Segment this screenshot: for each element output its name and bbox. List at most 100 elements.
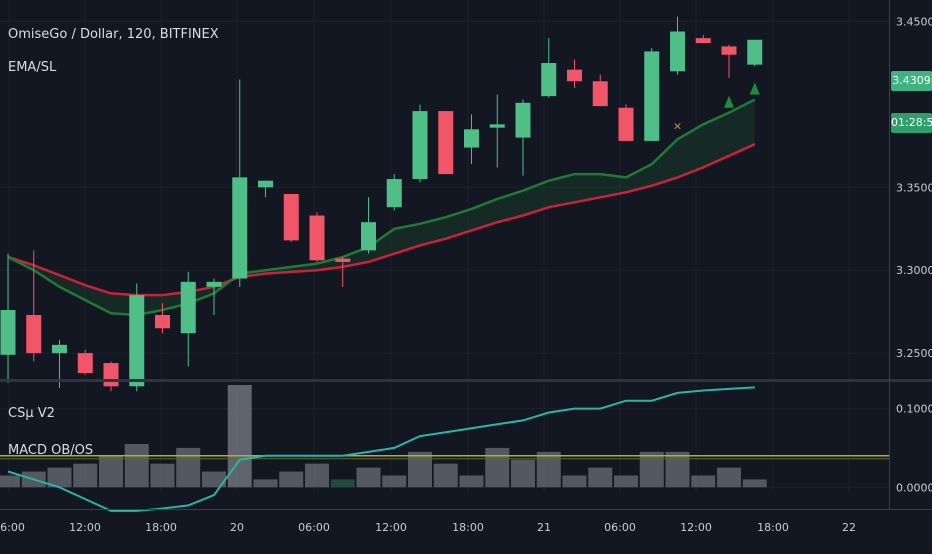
ema-cloud: [8, 99, 755, 315]
candle-body: [309, 215, 325, 261]
x-tick-label: 18:00: [145, 521, 177, 534]
signal-layer: ×: [673, 82, 760, 132]
candle-body: [283, 193, 299, 241]
x-tick-label: 06:00: [0, 521, 25, 534]
candle: [335, 256, 351, 287]
candle-body: [721, 46, 737, 55]
cross-signal-marker: ×: [673, 119, 682, 132]
ema-slow-line: [7, 143, 756, 297]
candle-body: [77, 353, 93, 374]
candle: [258, 180, 273, 198]
candle-body: [26, 315, 42, 354]
histogram-bar: [47, 467, 72, 488]
x-tick-label: 06:00: [298, 521, 330, 534]
candle: [26, 250, 42, 362]
histogram-bar: [0, 475, 20, 488]
candle: [489, 94, 505, 168]
candle-body: [0, 310, 16, 355]
candle: [0, 253, 16, 383]
candle: [180, 271, 196, 367]
y-tick-label: 3.3000: [896, 264, 932, 277]
x-tick-label: 12:00: [375, 521, 407, 534]
candle-body: [695, 38, 711, 44]
candle: [77, 349, 93, 375]
candle-body: [541, 63, 557, 97]
histogram-bar: [614, 475, 638, 488]
histogram-bar: [588, 467, 613, 488]
candle-body: [644, 51, 660, 141]
candle: [438, 111, 454, 175]
candle: [412, 104, 428, 183]
candle: [129, 283, 145, 392]
candle: [155, 303, 170, 334]
histogram-bar: [485, 447, 510, 488]
histogram-bar: [459, 475, 484, 488]
histogram-bar: [356, 467, 381, 488]
histogram-bar: [279, 471, 304, 488]
y-tick-label: 0.0000: [896, 481, 932, 494]
candle: [644, 48, 660, 141]
indicator-label-ema: EMA/SL: [8, 60, 57, 75]
candle: [515, 99, 531, 176]
candle-body: [515, 102, 531, 138]
x-tick-label: 12:00: [69, 521, 101, 534]
macd-pane-layer: [0, 385, 889, 512]
candle-body: [438, 111, 454, 175]
countdown-tag: 01:28:51: [891, 113, 932, 133]
histogram-bar: [536, 451, 561, 488]
candle: [592, 74, 608, 107]
candle-body: [361, 222, 376, 251]
macd-line: [7, 386, 755, 512]
candle: [206, 278, 222, 315]
histogram-bar: [253, 479, 278, 488]
candle: [361, 197, 376, 254]
candle: [283, 193, 299, 243]
histogram-bar: [511, 459, 535, 488]
candle: [721, 44, 737, 78]
buy-signal-arrow: [749, 82, 760, 95]
y-tick-label: 0.1000: [896, 403, 932, 416]
histogram-bar: [73, 463, 98, 488]
y-tick-label: 3.4500: [896, 16, 932, 29]
candle: [695, 34, 711, 44]
histogram-bar: [99, 455, 123, 488]
histogram-bar: [691, 475, 716, 488]
candle-body: [258, 180, 273, 188]
candle-body: [180, 281, 196, 334]
candle: [232, 79, 248, 287]
candle-layer: [0, 16, 763, 392]
histogram-bar: [150, 463, 175, 488]
axis-layer: 3.4500 3.3500 3.3000 3.2500 0.1000 0.0000 06:0…: [0, 0, 932, 534]
candle-body: [129, 295, 145, 387]
histogram-bar: [202, 471, 226, 488]
histogram-bar: [717, 467, 741, 488]
pane-separator: [0, 379, 932, 382]
histogram-bar: [330, 479, 355, 488]
candle: [309, 212, 325, 262]
symbol-title: OmiseGo / Dollar, 120, BITFINEX: [8, 27, 219, 42]
candle: [386, 174, 402, 211]
histogram-bar: [639, 451, 664, 488]
candle-body: [52, 344, 67, 354]
y-tick-label: 3.3500: [896, 181, 932, 194]
candle: [541, 38, 557, 98]
candle-body: [206, 281, 222, 287]
histogram-bar: [176, 447, 201, 488]
candle-body: [232, 177, 248, 279]
x-tick-label: 21: [537, 521, 551, 534]
candle-body: [670, 31, 685, 72]
histogram-bar: [665, 451, 690, 488]
candle-body: [567, 69, 582, 82]
candle-body: [155, 315, 170, 329]
candle-body: [592, 81, 608, 107]
candle: [670, 16, 685, 75]
candle-body: [618, 107, 634, 141]
x-tick-label: 12:00: [680, 521, 712, 534]
candle-body: [103, 363, 119, 387]
candle: [618, 104, 634, 141]
candle-body: [464, 129, 479, 148]
histogram-bar: [382, 475, 407, 488]
candle-body: [335, 258, 351, 262]
